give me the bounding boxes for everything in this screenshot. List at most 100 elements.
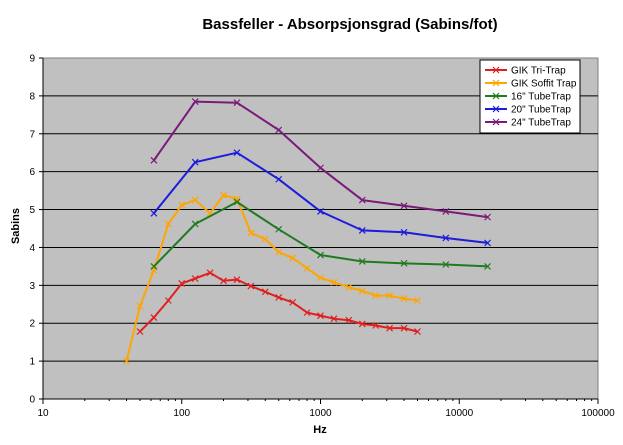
data-point-marker — [275, 248, 283, 256]
data-point — [289, 254, 297, 262]
data-point — [220, 191, 227, 199]
data-point-marker — [400, 324, 408, 332]
data-point — [400, 295, 408, 303]
data-point — [136, 328, 144, 335]
legend-label: 16" TubeTrap — [511, 92, 571, 103]
data-point-marker — [150, 209, 158, 217]
data-point-marker — [150, 156, 158, 164]
data-point — [191, 220, 199, 228]
data-point-marker — [442, 208, 450, 215]
axes: 0 1 2 3 4 5 6 7 8 9 10 100 1000 10000 100000 — [29, 54, 615, 420]
data-point — [233, 195, 241, 203]
data-point — [317, 208, 324, 215]
x-axis-title: Hz — [313, 424, 327, 436]
data-point-marker — [233, 276, 241, 284]
data-point-marker — [358, 226, 366, 234]
x-tick-label: 10000 — [445, 408, 473, 419]
data-point — [484, 213, 491, 221]
data-point-marker — [164, 297, 172, 304]
x-tick-label: 10 — [37, 408, 49, 419]
data-point-marker — [400, 295, 408, 303]
data-point-marker — [261, 288, 269, 296]
data-point-marker — [178, 201, 186, 209]
data-point — [358, 258, 366, 265]
data-point-marker — [330, 315, 338, 323]
series-layer — [123, 98, 491, 365]
y-tick-label: 0 — [29, 395, 35, 406]
data-point-marker — [289, 254, 297, 262]
data-point — [233, 99, 241, 107]
data-point — [442, 234, 450, 242]
data-point-marker — [386, 324, 394, 332]
series-1 — [136, 269, 421, 335]
legend-marker — [492, 92, 500, 100]
data-point-marker — [275, 126, 283, 134]
data-point-marker — [358, 258, 366, 265]
data-point — [358, 226, 366, 234]
data-point-marker — [191, 158, 199, 166]
data-point-marker — [191, 220, 199, 228]
data-point-marker — [150, 314, 158, 321]
data-point-marker — [220, 191, 227, 199]
data-point — [317, 164, 324, 172]
data-point — [442, 208, 450, 215]
data-point-marker — [317, 312, 324, 320]
legend-label: GIK Tri-Trap — [511, 66, 566, 77]
data-point-marker — [317, 208, 324, 215]
data-point — [400, 259, 408, 267]
data-point — [150, 262, 158, 270]
data-point-marker — [372, 292, 380, 299]
data-point-marker — [136, 328, 144, 335]
data-point — [136, 302, 144, 310]
data-point — [372, 322, 380, 329]
data-point — [123, 357, 130, 365]
data-point — [191, 275, 199, 282]
data-point — [400, 202, 408, 210]
x-tick-label: 100000 — [581, 408, 615, 419]
data-point-marker — [191, 98, 199, 105]
data-point-marker — [358, 196, 366, 204]
data-point-marker — [233, 99, 241, 107]
data-point — [484, 262, 491, 270]
data-point-marker — [233, 149, 241, 157]
y-tick-label: 3 — [29, 281, 35, 292]
data-point-marker — [303, 309, 311, 317]
data-point-marker — [136, 302, 144, 310]
y-tick-label: 4 — [29, 243, 35, 254]
data-point-marker — [484, 262, 491, 270]
chart-title: Bassfeller - Absorpsjonsgrad (Sabins/fot… — [202, 16, 498, 33]
data-point — [289, 298, 297, 306]
data-point-marker — [442, 261, 450, 268]
data-point — [358, 196, 366, 204]
data-point — [247, 229, 255, 237]
data-point-marker — [247, 229, 255, 237]
data-point — [275, 294, 283, 301]
data-point-marker — [123, 357, 130, 365]
data-point — [275, 126, 283, 134]
data-point-marker — [220, 277, 227, 285]
data-point-marker — [442, 234, 450, 242]
data-point-marker — [484, 213, 491, 221]
data-point — [386, 324, 394, 332]
data-point-marker — [484, 239, 491, 247]
y-tick-label: 1 — [29, 357, 35, 368]
data-point-marker — [191, 275, 199, 282]
data-point — [150, 209, 158, 217]
data-point-marker — [400, 228, 408, 236]
data-point-marker — [233, 195, 241, 203]
data-point-marker — [150, 262, 158, 270]
data-point — [317, 274, 324, 282]
y-tick-label: 8 — [29, 91, 35, 102]
y-tick-label: 6 — [29, 167, 35, 178]
data-point-marker — [400, 259, 408, 267]
series-5 — [150, 98, 491, 221]
data-point-marker — [372, 322, 380, 329]
data-point — [358, 320, 366, 328]
data-point — [345, 283, 353, 291]
data-point — [330, 278, 338, 286]
data-point — [220, 277, 227, 285]
data-point — [484, 239, 491, 247]
series-3 — [150, 198, 491, 270]
y-tick-label: 2 — [29, 319, 35, 330]
legend-item: 20" TubeTrap — [485, 105, 571, 116]
